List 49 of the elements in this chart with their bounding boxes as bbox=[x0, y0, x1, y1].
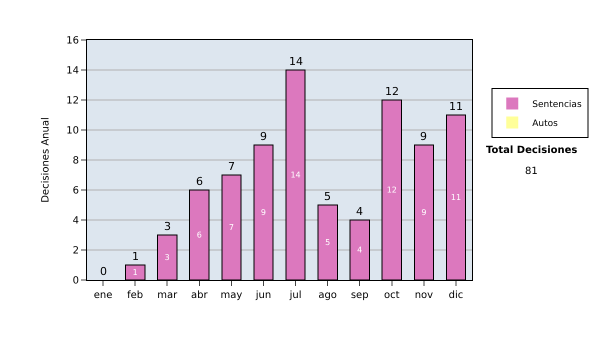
y-tick-label: 16 bbox=[66, 36, 79, 46]
x-tick-label: abr bbox=[190, 290, 208, 301]
data-label: 5 bbox=[325, 238, 330, 247]
y-tick-label: 8 bbox=[72, 156, 79, 166]
x-tick-label: ene bbox=[94, 290, 112, 301]
total-label: 3 bbox=[164, 220, 171, 233]
data-label: 7 bbox=[228, 223, 234, 232]
total-label: 5 bbox=[324, 190, 331, 203]
data-label: 11 bbox=[450, 193, 462, 202]
total-label: 6 bbox=[196, 175, 203, 188]
legend-label: Sentencias bbox=[532, 100, 582, 110]
y-tick-label: 4 bbox=[72, 216, 79, 226]
y-tick-label: 14 bbox=[66, 66, 79, 76]
total-label: 4 bbox=[356, 205, 363, 218]
text: Total Decisiones bbox=[486, 145, 578, 156]
y-tick-label: 12 bbox=[66, 96, 79, 106]
total-label: 7 bbox=[228, 160, 235, 173]
x-tick-label: ago bbox=[318, 290, 337, 301]
y-tick-label: 6 bbox=[72, 186, 79, 196]
legend-label: Autos bbox=[532, 119, 558, 130]
data-label: 9 bbox=[421, 208, 426, 217]
x-tick-label: feb bbox=[127, 290, 144, 301]
data-label: 3 bbox=[164, 253, 170, 262]
data-label: 9 bbox=[260, 208, 266, 217]
x-tick-label: nov bbox=[414, 290, 434, 301]
x-tick-label: mar bbox=[157, 290, 178, 301]
data-label: 12 bbox=[386, 186, 397, 194]
y-tick-label: 10 bbox=[66, 126, 79, 136]
total-label: 1 bbox=[132, 250, 139, 263]
y-tick-label: 0 bbox=[72, 276, 79, 286]
y-tick-label: 2 bbox=[72, 246, 79, 256]
data-label: 1 bbox=[132, 268, 138, 277]
text: 81 bbox=[525, 166, 538, 177]
x-tick-label: oct bbox=[384, 290, 400, 301]
data-label: 14 bbox=[290, 170, 301, 180]
total-label: 0 bbox=[100, 265, 107, 278]
total-label: 12 bbox=[385, 85, 399, 98]
total-label: 9 bbox=[420, 130, 427, 143]
total-label: 11 bbox=[449, 100, 463, 113]
x-tick-label: may bbox=[220, 290, 242, 301]
x-tick-label: sep bbox=[350, 290, 369, 301]
total-label: 9 bbox=[260, 130, 267, 143]
data-label: 6 bbox=[196, 230, 202, 240]
data-label: 4 bbox=[357, 246, 362, 254]
y-axis-title: Decisiones Anual bbox=[40, 117, 52, 203]
total-label: 14 bbox=[289, 55, 303, 68]
x-tick-label: jul bbox=[288, 290, 302, 301]
x-tick-label: jun bbox=[254, 290, 272, 301]
x-tick-label: dic bbox=[448, 290, 464, 301]
